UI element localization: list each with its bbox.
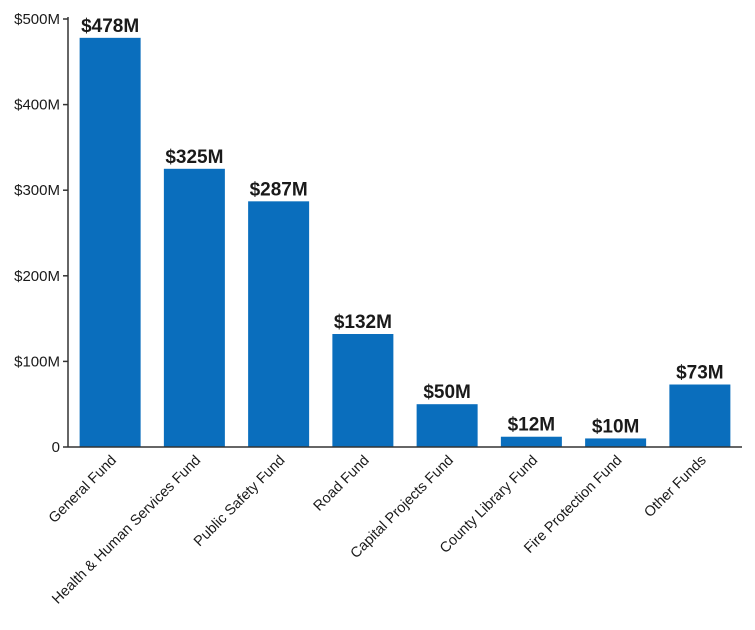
bar (416, 404, 478, 447)
y-tick-label: $500M (14, 11, 60, 28)
bar-value-label: $12M (508, 415, 556, 436)
bar (585, 438, 647, 447)
category-label: General Fund (46, 453, 120, 527)
bar (500, 436, 562, 447)
bar (248, 201, 310, 447)
bar (332, 334, 394, 447)
bar-value-label: $287M (250, 179, 308, 200)
bar (669, 384, 731, 447)
bar-value-label: $325M (165, 147, 223, 168)
value-labels: $478M $325M $287M $132M $50M $12M $10M $73M (81, 16, 724, 438)
category-label: Other Funds (641, 453, 709, 521)
y-axis-ticks: 0 $100M $200M $300M $400M $500M (14, 11, 68, 456)
y-tick-label: $300M (14, 182, 60, 199)
bar (79, 37, 141, 447)
bar-value-label: $73M (676, 363, 724, 384)
bar-value-label: $132M (334, 312, 392, 333)
bar-value-label: $50M (423, 382, 471, 403)
bars (79, 37, 731, 448)
y-tick-label: $400M (14, 97, 60, 114)
y-tick-label: $100M (14, 353, 60, 370)
bar-value-label: $10M (592, 416, 640, 437)
y-tick-label: 0 (52, 439, 60, 456)
y-tick-label: $200M (14, 268, 60, 285)
bar-value-label: $478M (81, 16, 139, 37)
category-label: Road Fund (311, 453, 373, 515)
category-label: Public Safety Fund (191, 453, 288, 550)
bar (163, 168, 225, 448)
category-label: Health & Human Services Fund (49, 453, 204, 608)
